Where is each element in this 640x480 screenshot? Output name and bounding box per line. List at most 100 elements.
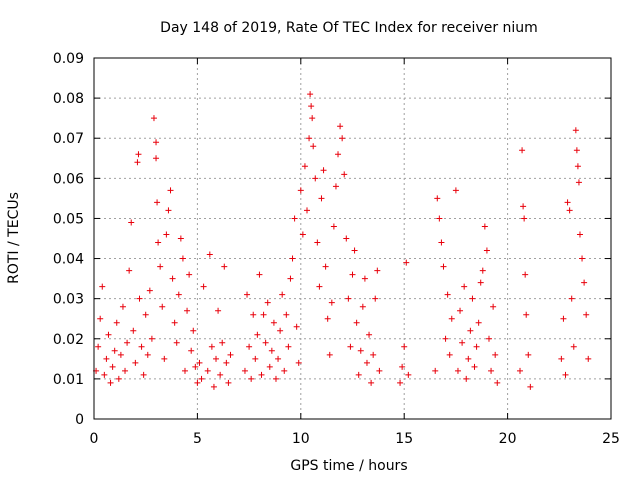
- data-point: [287, 275, 294, 282]
- data-point: [457, 307, 464, 314]
- data-point: [467, 327, 474, 334]
- data-point: [320, 167, 327, 174]
- data-point: [95, 343, 102, 350]
- data-point: [210, 383, 217, 390]
- data-point: [440, 263, 447, 270]
- data-point: [523, 311, 530, 318]
- data-point: [101, 371, 108, 378]
- data-point: [184, 307, 191, 314]
- data-point: [213, 355, 220, 362]
- data-point: [188, 347, 195, 354]
- data-point: [492, 351, 499, 358]
- data-point: [128, 219, 135, 226]
- data-point: [186, 271, 193, 278]
- data-point: [227, 351, 234, 358]
- data-point: [330, 223, 337, 230]
- data-point: [494, 379, 501, 386]
- data-point: [438, 239, 445, 246]
- data-point: [399, 363, 406, 370]
- data-point: [432, 367, 439, 374]
- data-point: [566, 207, 573, 214]
- data-point: [448, 315, 455, 322]
- data-point: [403, 259, 410, 266]
- x-axis-ticks: 0 5 10 15 20 25: [90, 58, 620, 447]
- data-point: [154, 199, 161, 206]
- data-point: [246, 343, 253, 350]
- data-point: [277, 327, 284, 334]
- data-point: [573, 147, 580, 154]
- data-point: [105, 331, 112, 338]
- data-point: [291, 215, 298, 222]
- data-point: [146, 287, 153, 294]
- data-point: [144, 351, 151, 358]
- data-point: [335, 151, 342, 158]
- data-point: [442, 335, 449, 342]
- x-tick-label: 25: [602, 431, 620, 447]
- data-point: [250, 311, 257, 318]
- data-point: [163, 231, 170, 238]
- data-point: [483, 247, 490, 254]
- data-point: [148, 335, 155, 342]
- y-tick-label: 0.04: [53, 252, 84, 268]
- data-point: [136, 295, 143, 302]
- data-point: [471, 363, 478, 370]
- data-point: [204, 367, 211, 374]
- data-point: [332, 183, 339, 190]
- data-point: [579, 255, 586, 262]
- data-point: [370, 351, 377, 358]
- data-point: [153, 139, 160, 146]
- data-point: [479, 267, 486, 274]
- data-point: [463, 375, 470, 382]
- data-point: [161, 355, 168, 362]
- data-point: [258, 371, 265, 378]
- data-point: [264, 299, 271, 306]
- data-point: [324, 315, 331, 322]
- data-point: [293, 323, 300, 330]
- data-point: [347, 343, 354, 350]
- data-point: [343, 235, 350, 242]
- data-point: [351, 247, 358, 254]
- data-point: [142, 311, 149, 318]
- data-point: [339, 135, 346, 142]
- data-point: [434, 195, 441, 202]
- data-point: [283, 311, 290, 318]
- data-point: [117, 351, 124, 358]
- y-tick-label: 0.03: [53, 292, 84, 308]
- x-tick-label: 20: [499, 431, 517, 447]
- data-point: [169, 275, 176, 282]
- data-point: [295, 359, 302, 366]
- data-point: [401, 343, 408, 350]
- data-point: [124, 339, 131, 346]
- data-point: [368, 379, 375, 386]
- data-point: [200, 283, 207, 290]
- data-point: [192, 363, 199, 370]
- grid-lines: [94, 58, 611, 419]
- data-point: [256, 271, 263, 278]
- data-point: [374, 267, 381, 274]
- data-point: [270, 319, 277, 326]
- data-point: [140, 371, 147, 378]
- data-point: [564, 199, 571, 206]
- data-point: [444, 291, 451, 298]
- data-point: [134, 159, 141, 166]
- data-point: [132, 359, 139, 366]
- data-point: [122, 367, 129, 374]
- x-tick-label: 10: [292, 431, 310, 447]
- data-point: [345, 295, 352, 302]
- data-point: [155, 239, 162, 246]
- data-point: [328, 299, 335, 306]
- data-point: [153, 155, 160, 162]
- data-point: [279, 291, 286, 298]
- y-axis-label: ROTI / TECUs: [6, 192, 22, 284]
- data-point: [337, 123, 344, 130]
- data-point: [262, 339, 269, 346]
- data-point: [99, 283, 106, 290]
- data-point: [581, 279, 588, 286]
- data-point: [475, 319, 482, 326]
- data-point: [469, 295, 476, 302]
- data-point: [260, 311, 267, 318]
- data-point: [574, 163, 581, 170]
- plot-frame: [93, 57, 612, 420]
- x-tick-label: 0: [90, 431, 99, 447]
